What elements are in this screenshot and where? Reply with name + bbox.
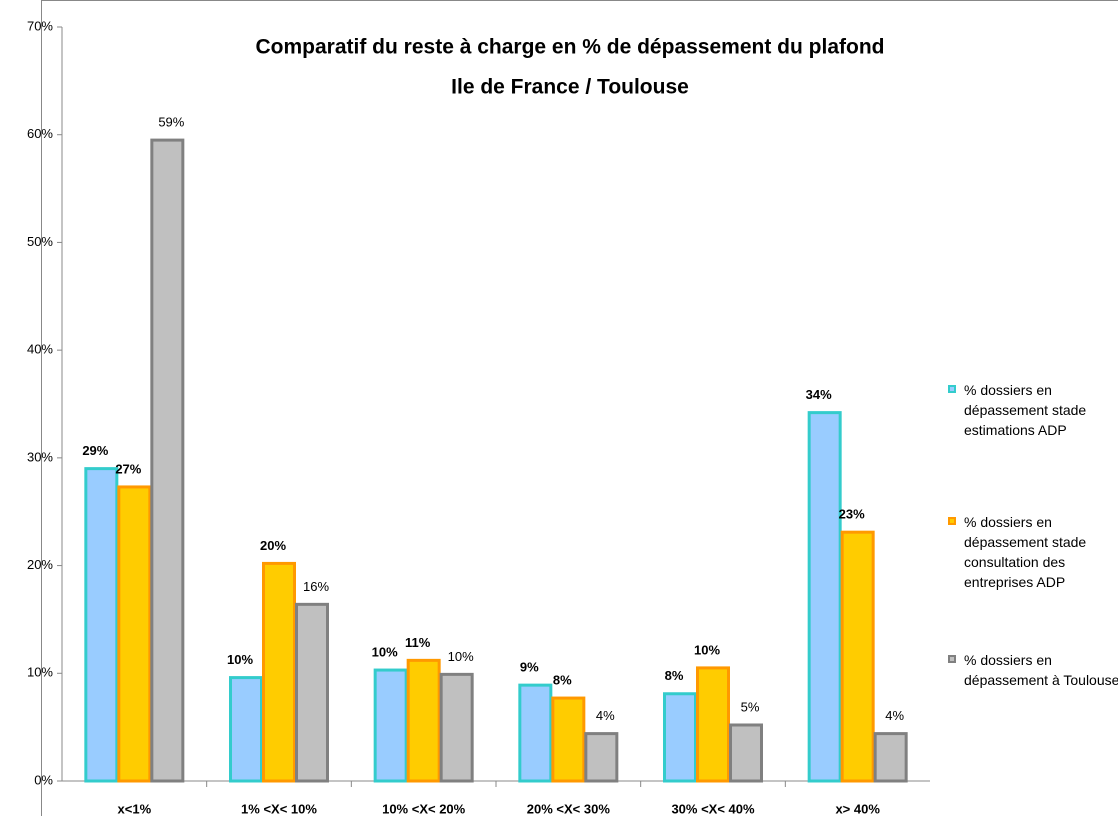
value-label: 27%	[115, 461, 141, 476]
value-label: 10%	[448, 649, 474, 664]
value-label: 10%	[227, 652, 253, 667]
y-tick-label: 70%	[27, 18, 53, 33]
x-tick-label: 30% <X< 40%	[671, 801, 755, 816]
x-tick-label: 20% <X< 30%	[527, 801, 611, 816]
bar	[229, 676, 263, 783]
value-label: 10%	[372, 644, 398, 659]
value-label: 20%	[260, 538, 286, 553]
y-tick-label: 0%	[34, 772, 53, 787]
x-tick-label: x<1%	[118, 801, 152, 816]
legend-label: % dossiers en dépassement à Toulouse	[964, 652, 1118, 688]
legend-entry: % dossiers en dépassement stade consulta…	[948, 512, 1118, 592]
legend-label: % dossiers en dépassement stade consulta…	[964, 514, 1087, 590]
chart-border	[41, 0, 1118, 816]
value-label: 23%	[839, 507, 865, 522]
value-label: 4%	[885, 708, 904, 723]
bar	[406, 658, 441, 783]
bar	[807, 411, 842, 783]
value-label: 8%	[553, 672, 572, 687]
legend-swatch	[948, 385, 956, 393]
value-label: 29%	[82, 443, 108, 458]
legend-swatch	[948, 655, 956, 663]
bar	[696, 666, 730, 783]
bar	[373, 668, 408, 783]
bar	[729, 723, 763, 783]
x-tick-label: 1% <X< 10%	[241, 801, 317, 816]
bar	[873, 732, 908, 783]
bar	[439, 672, 474, 783]
bar	[117, 485, 152, 783]
value-label: 8%	[665, 668, 684, 683]
y-tick-label: 20%	[27, 557, 53, 572]
value-label: 4%	[596, 708, 615, 723]
value-label: 59%	[158, 115, 184, 130]
y-tick-label: 30%	[27, 449, 53, 464]
bar	[262, 561, 296, 783]
value-label: 5%	[741, 699, 760, 714]
chart-title: Comparatif du reste à charge en % de dép…	[256, 36, 885, 59]
y-tick-label: 60%	[27, 126, 53, 141]
bar	[663, 692, 697, 783]
value-label: 11%	[405, 635, 431, 650]
y-tick-label: 10%	[27, 665, 53, 680]
bar	[518, 683, 553, 783]
y-tick-label: 40%	[27, 342, 53, 357]
value-label: 10%	[694, 642, 720, 657]
bar	[150, 138, 185, 783]
bar	[584, 732, 619, 783]
bar	[551, 696, 586, 783]
value-label: 9%	[520, 660, 539, 675]
legend-entry: % dossiers en dépassement stade estimati…	[948, 380, 1118, 440]
value-label: 34%	[806, 387, 832, 402]
x-tick-label: x> 40%	[835, 801, 880, 816]
legend-entry: % dossiers en dépassement à Toulouse	[948, 650, 1118, 690]
bar	[295, 602, 329, 783]
bar	[840, 530, 875, 783]
value-label: 16%	[303, 579, 329, 594]
chart-subtitle: Ile de France / Toulouse	[451, 76, 689, 99]
legend-swatch	[948, 517, 956, 525]
bar	[84, 467, 119, 783]
y-tick-label: 50%	[27, 234, 53, 249]
legend-label: % dossiers en dépassement stade estimati…	[964, 382, 1087, 438]
x-tick-label: 10% <X< 20%	[382, 801, 466, 816]
